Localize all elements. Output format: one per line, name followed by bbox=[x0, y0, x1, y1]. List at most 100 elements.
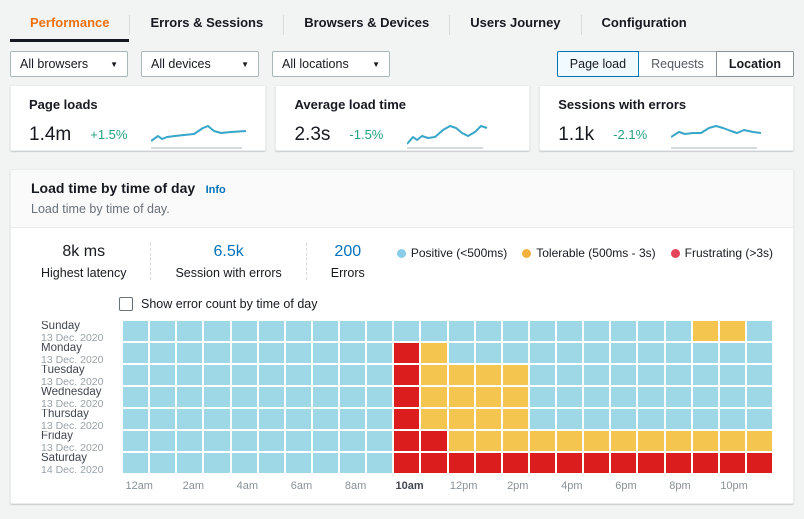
heatmap-cell[interactable] bbox=[584, 343, 610, 363]
heatmap-cell[interactable] bbox=[719, 431, 745, 451]
heatmap-cell[interactable] bbox=[150, 387, 176, 407]
heatmap-cell[interactable] bbox=[502, 343, 528, 363]
segment-page-load[interactable]: Page load bbox=[556, 51, 640, 77]
heatmap-cell[interactable] bbox=[502, 321, 528, 341]
heatmap-cell[interactable] bbox=[638, 321, 664, 341]
heatmap-cell[interactable] bbox=[638, 453, 664, 473]
heatmap-cell[interactable] bbox=[611, 387, 637, 407]
heatmap-cell[interactable] bbox=[421, 453, 447, 473]
heatmap-cell[interactable] bbox=[529, 409, 555, 429]
heatmap-cell[interactable] bbox=[529, 365, 555, 385]
heatmap-cell[interactable] bbox=[529, 431, 555, 451]
heatmap-cell[interactable] bbox=[231, 453, 257, 473]
heatmap-cell[interactable] bbox=[746, 453, 772, 473]
heatmap-cell[interactable] bbox=[584, 387, 610, 407]
heatmap-cell[interactable] bbox=[421, 409, 447, 429]
heatmap-cell[interactable] bbox=[665, 431, 691, 451]
heatmap-cell[interactable] bbox=[258, 453, 284, 473]
heatmap-cell[interactable] bbox=[502, 453, 528, 473]
heatmap-cell[interactable] bbox=[204, 409, 230, 429]
heatmap-cell[interactable] bbox=[584, 409, 610, 429]
tab-performance[interactable]: Performance bbox=[10, 12, 130, 42]
heatmap-cell[interactable] bbox=[367, 321, 393, 341]
heatmap-cell[interactable] bbox=[421, 343, 447, 363]
heatmap-cell[interactable] bbox=[529, 387, 555, 407]
segment-requests[interactable]: Requests bbox=[638, 51, 717, 77]
heatmap-cell[interactable] bbox=[285, 387, 311, 407]
stat-value-link[interactable]: 200 bbox=[334, 243, 362, 260]
heatmap-cell[interactable] bbox=[204, 453, 230, 473]
heatmap-cell[interactable] bbox=[340, 365, 366, 385]
heatmap-cell[interactable] bbox=[258, 409, 284, 429]
heatmap-cell[interactable] bbox=[258, 343, 284, 363]
heatmap-cell[interactable] bbox=[394, 365, 420, 385]
heatmap-cell[interactable] bbox=[285, 321, 311, 341]
heatmap-cell[interactable] bbox=[557, 453, 583, 473]
heatmap-cell[interactable] bbox=[502, 365, 528, 385]
show-error-count-checkbox[interactable] bbox=[119, 297, 133, 311]
heatmap-cell[interactable] bbox=[177, 387, 203, 407]
heatmap-cell[interactable] bbox=[394, 431, 420, 451]
heatmap-cell[interactable] bbox=[448, 453, 474, 473]
heatmap-cell[interactable] bbox=[529, 321, 555, 341]
heatmap-cell[interactable] bbox=[719, 343, 745, 363]
heatmap-cell[interactable] bbox=[719, 409, 745, 429]
heatmap-cell[interactable] bbox=[177, 365, 203, 385]
heatmap-cell[interactable] bbox=[584, 321, 610, 341]
heatmap-cell[interactable] bbox=[638, 409, 664, 429]
heatmap-cell[interactable] bbox=[719, 387, 745, 407]
heatmap-cell[interactable] bbox=[123, 431, 149, 451]
heatmap-cell[interactable] bbox=[665, 343, 691, 363]
dropdown-all-locations[interactable]: All locations ▼ bbox=[272, 51, 390, 77]
segment-location[interactable]: Location bbox=[715, 51, 794, 77]
heatmap-cell[interactable] bbox=[285, 431, 311, 451]
heatmap-cell[interactable] bbox=[367, 365, 393, 385]
heatmap-cell[interactable] bbox=[231, 387, 257, 407]
heatmap-cell[interactable] bbox=[123, 321, 149, 341]
heatmap-cell[interactable] bbox=[746, 343, 772, 363]
heatmap-cell[interactable] bbox=[448, 343, 474, 363]
tab-errors-sessions[interactable]: Errors & Sessions bbox=[150, 15, 264, 30]
heatmap-cell[interactable] bbox=[692, 321, 718, 341]
heatmap-cell[interactable] bbox=[421, 431, 447, 451]
heatmap-cell[interactable] bbox=[204, 365, 230, 385]
heatmap-cell[interactable] bbox=[584, 365, 610, 385]
heatmap-cell[interactable] bbox=[204, 431, 230, 451]
heatmap-cell[interactable] bbox=[638, 431, 664, 451]
heatmap-cell[interactable] bbox=[340, 321, 366, 341]
heatmap-cell[interactable] bbox=[340, 431, 366, 451]
heatmap-cell[interactable] bbox=[367, 343, 393, 363]
dropdown-all-devices[interactable]: All devices ▼ bbox=[141, 51, 259, 77]
heatmap-cell[interactable] bbox=[665, 365, 691, 385]
heatmap-cell[interactable] bbox=[177, 409, 203, 429]
heatmap-cell[interactable] bbox=[421, 321, 447, 341]
heatmap-cell[interactable] bbox=[475, 387, 501, 407]
heatmap-cell[interactable] bbox=[692, 387, 718, 407]
heatmap-cell[interactable] bbox=[123, 453, 149, 473]
heatmap-cell[interactable] bbox=[557, 365, 583, 385]
heatmap-cell[interactable] bbox=[312, 343, 338, 363]
heatmap-cell[interactable] bbox=[204, 321, 230, 341]
heatmap-cell[interactable] bbox=[557, 387, 583, 407]
heatmap-cell[interactable] bbox=[719, 365, 745, 385]
heatmap-cell[interactable] bbox=[746, 409, 772, 429]
heatmap-cell[interactable] bbox=[177, 343, 203, 363]
heatmap-cell[interactable] bbox=[746, 365, 772, 385]
heatmap-cell[interactable] bbox=[312, 387, 338, 407]
heatmap-cell[interactable] bbox=[150, 453, 176, 473]
heatmap-cell[interactable] bbox=[123, 387, 149, 407]
heatmap-cell[interactable] bbox=[231, 431, 257, 451]
tab-users-journey[interactable]: Users Journey bbox=[470, 15, 561, 30]
stat-value-link[interactable]: 6.5k bbox=[213, 243, 244, 260]
heatmap-cell[interactable] bbox=[231, 321, 257, 341]
heatmap-cell[interactable] bbox=[475, 343, 501, 363]
heatmap-cell[interactable] bbox=[312, 409, 338, 429]
heatmap-cell[interactable] bbox=[367, 431, 393, 451]
heatmap-cell[interactable] bbox=[746, 431, 772, 451]
heatmap-cell[interactable] bbox=[123, 343, 149, 363]
heatmap-cell[interactable] bbox=[475, 409, 501, 429]
heatmap-cell[interactable] bbox=[421, 365, 447, 385]
heatmap-cell[interactable] bbox=[204, 343, 230, 363]
heatmap-cell[interactable] bbox=[231, 343, 257, 363]
heatmap-cell[interactable] bbox=[692, 365, 718, 385]
